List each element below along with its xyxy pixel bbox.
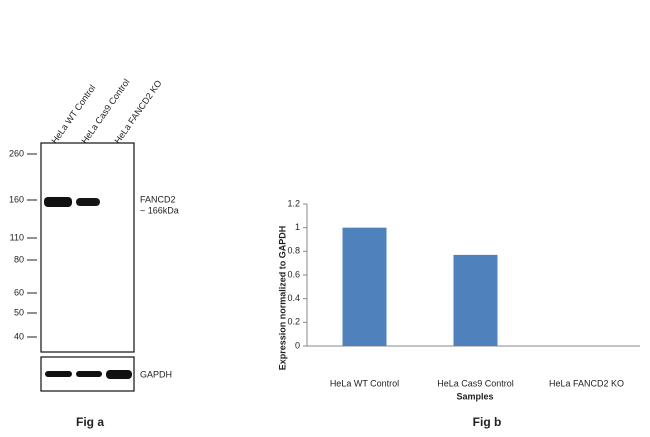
band bbox=[106, 370, 132, 379]
marker-label: 260 bbox=[9, 148, 24, 158]
marker-label: 80 bbox=[14, 254, 24, 264]
y-tick-label: 1 bbox=[295, 222, 300, 232]
y-tick-label: 0 bbox=[295, 340, 300, 350]
band bbox=[44, 197, 72, 207]
x-tick-label: HeLa FANCD2 KO bbox=[549, 378, 624, 388]
blot: HeLa WT Control HeLa Cas9 Control HeLa F… bbox=[9, 77, 179, 429]
marker-label: 110 bbox=[10, 232, 24, 242]
marker-label: 160 bbox=[9, 194, 24, 204]
y-tick-label: 0.6 bbox=[287, 269, 300, 279]
y-tick-label: 1.2 bbox=[287, 198, 300, 208]
y-tick-label: 0.2 bbox=[287, 317, 300, 327]
target-label: FANCD2 bbox=[140, 194, 176, 204]
y-tick-label: 0.8 bbox=[287, 246, 300, 256]
bar bbox=[453, 254, 498, 346]
target-size: ~ 166kDa bbox=[140, 205, 179, 215]
marker-label: 60 bbox=[14, 287, 24, 297]
caption: Fig a bbox=[76, 415, 104, 429]
x-axis-label: Samples bbox=[456, 391, 493, 401]
x-tick-label: HeLa Cas9 Control bbox=[437, 378, 514, 388]
marker-label: 40 bbox=[14, 331, 24, 341]
band bbox=[45, 371, 72, 377]
y-tick-label: 0.4 bbox=[287, 293, 300, 303]
band bbox=[76, 198, 100, 206]
blot-panel bbox=[40, 142, 135, 353]
caption: Fig b bbox=[473, 415, 502, 429]
x-tick-label: HeLa WT Control bbox=[330, 378, 399, 388]
loading-control: GAPDH bbox=[140, 369, 172, 379]
band bbox=[76, 371, 102, 377]
bar bbox=[342, 227, 387, 346]
marker-label: 50 bbox=[14, 307, 24, 317]
y-axis-label: Expression normalized to GAPDH bbox=[277, 226, 287, 371]
